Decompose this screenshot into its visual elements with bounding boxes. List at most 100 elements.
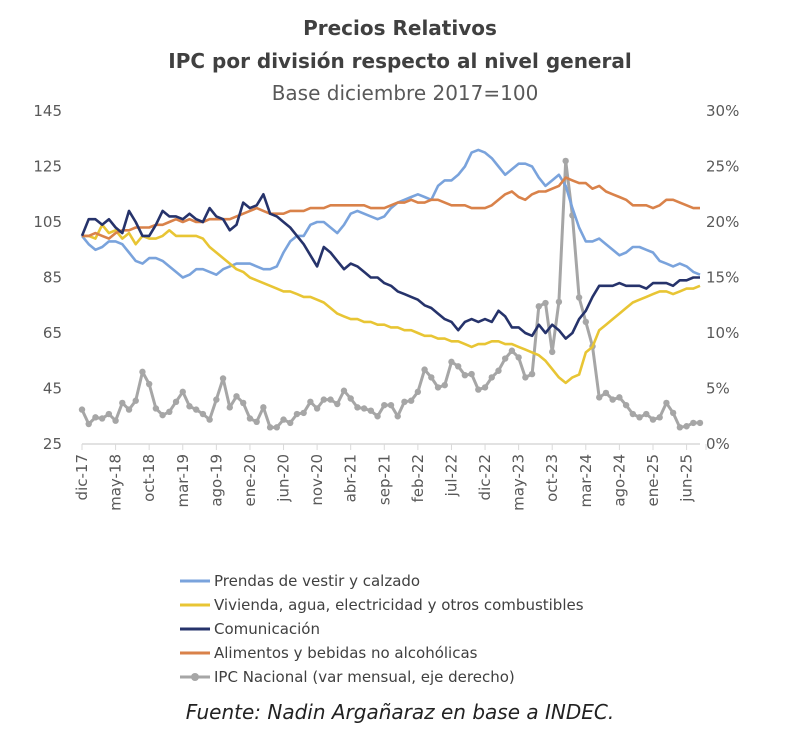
x-tick-label: ago-24 [610,454,628,507]
series-0 [80,148,701,279]
data-point [488,374,495,381]
data-point [145,380,153,388]
data-point [354,404,361,411]
legend-marker [191,673,199,681]
x-tick-label: oct-18 [140,454,158,502]
data-point [112,417,119,424]
x-tick-label: sep-21 [375,454,393,505]
y-right-tick-label: 25% [706,158,739,176]
y-left-tick-label: 145 [33,102,62,120]
data-point [307,398,314,406]
y-right-tick-label: 10% [706,324,739,342]
data-point [643,410,650,418]
x-tick-label: nov-20 [308,454,326,506]
data-point [609,396,616,403]
legend-label: Prendas de vestir y calzado [214,572,420,590]
data-point [407,397,415,404]
data-point [542,299,549,307]
series-line [80,159,700,429]
data-point [327,396,334,403]
chart-subtitle: IPC por división respecto al nivel gener… [168,49,631,73]
x-tick-label: dic-17 [73,454,91,500]
data-point [428,374,435,381]
data-point [602,389,610,397]
x-tick-label: jun-20 [275,454,293,503]
data-point [535,303,542,310]
series-line [80,148,701,279]
data-point [119,399,126,407]
data-point [266,424,274,431]
y-right-tick-label: 0% [706,435,730,453]
data-point [313,405,321,412]
data-point [246,415,254,422]
data-point [696,419,704,427]
x-tick-label: ago-19 [207,454,225,507]
data-point [273,424,281,431]
x-tick-label: ene-20 [241,454,259,506]
x-tick-label: abr-21 [342,454,360,502]
data-point [515,354,522,361]
data-point [461,371,469,379]
data-point [240,399,247,407]
series-line [80,193,700,340]
y-left-tick-label: 105 [33,213,62,231]
data-point [622,401,630,409]
data-point [676,424,684,431]
x-tick-label: dic-22 [476,454,494,500]
data-point [219,375,227,382]
y-right-tick-label: 20% [706,213,739,231]
data-point [85,420,92,428]
data-point [475,386,482,393]
x-tick-label: oct-23 [543,454,561,502]
data-point [213,396,220,403]
data-point [320,396,328,403]
data-point [649,416,657,423]
x-tick-label: mar-24 [577,454,595,508]
data-point [555,298,563,306]
series-4 [78,157,704,431]
legend-item: IPC Nacional (var mensual, eje derecho) [180,668,515,686]
y-left-tick-label: 25 [43,435,62,453]
series-2 [80,193,700,340]
series-line [82,223,701,385]
data-point [387,401,395,409]
data-point [683,423,690,430]
data-point [616,394,623,401]
series-1 [82,223,701,385]
data-point [522,374,529,381]
y-right-tick-label: 30% [706,102,739,120]
data-point [401,398,408,406]
data-point [152,405,160,412]
data-point [421,366,428,373]
x-tick-label: feb-22 [409,454,427,503]
data-point [381,401,388,409]
data-point [663,399,670,407]
data-point [192,406,200,413]
data-point [287,419,294,427]
x-tick-label: may-18 [107,454,125,511]
x-tick-label: jul-22 [442,454,460,497]
data-point [441,381,448,389]
data-point [394,413,401,420]
x-tick-label: jun-25 [678,454,696,503]
series-3 [82,176,700,240]
data-point [434,384,442,391]
data-point [468,370,475,378]
data-point [448,358,455,366]
data-point [199,410,207,418]
data-point [125,406,133,413]
data-point [481,384,489,391]
data-point [596,394,603,401]
data-point [105,410,113,418]
legend-label: IPC Nacional (var mensual, eje derecho) [214,668,515,686]
data-point [414,388,422,396]
x-tick-label: may-23 [510,454,528,511]
data-point [347,395,354,402]
data-point [226,404,233,411]
data-point [528,370,536,378]
data-point [334,400,341,408]
y-left-tick-label: 65 [43,324,62,342]
data-point [629,410,637,418]
